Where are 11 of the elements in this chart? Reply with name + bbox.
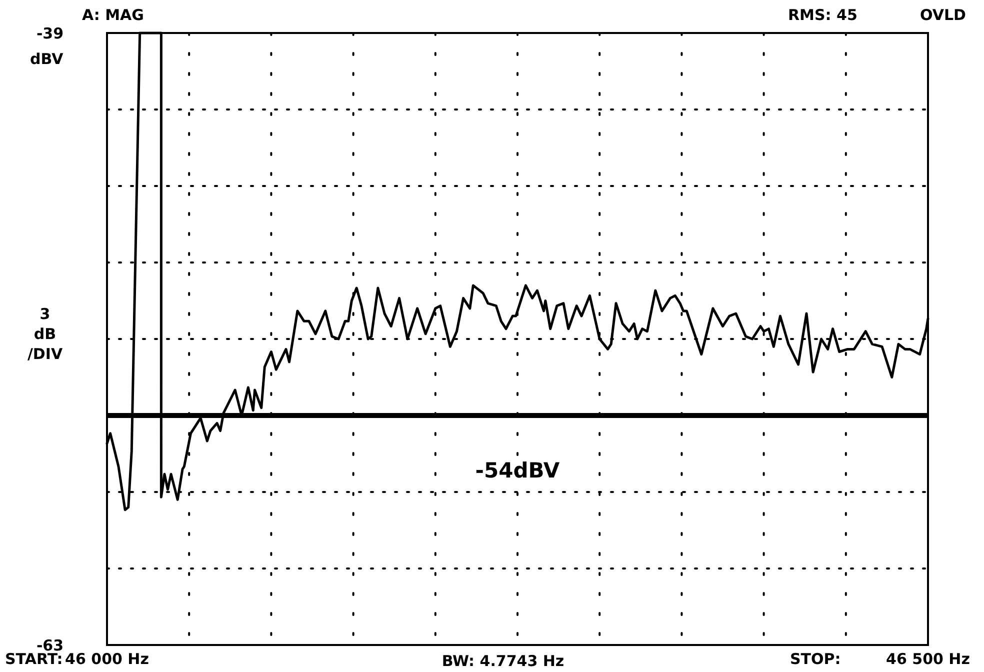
text: A: MAG: [82, 6, 144, 24]
x-tick-label: 46 000 Hz: [65, 650, 150, 668]
text: OVLD: [920, 6, 966, 24]
x-tick-label: 46 500 Hz: [886, 650, 970, 668]
ref-line-label: -54dBV: [475, 458, 560, 482]
x-axis-title: BW: 4.7743 Hz: [442, 652, 564, 670]
text: RMS: 45: [788, 6, 858, 24]
text: STOP:: [790, 650, 841, 668]
y-tick-label: -39: [36, 24, 64, 42]
y-axis-title: 3 dB /DIV: [27, 305, 63, 363]
text: dBV: [30, 50, 64, 68]
